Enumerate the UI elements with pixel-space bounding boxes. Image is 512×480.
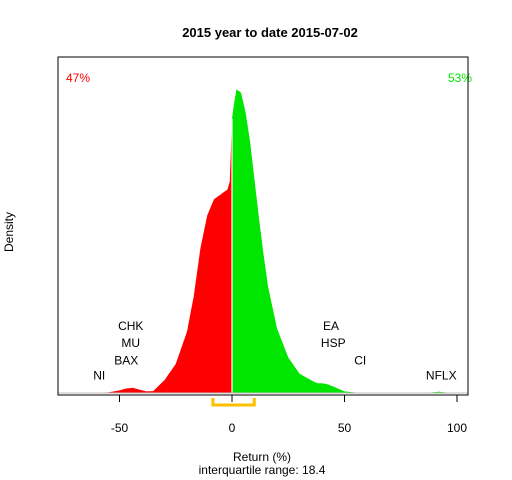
stock-label-mu: MU <box>121 336 140 350</box>
stock-label-ni: NI <box>93 368 105 382</box>
stock-label-nflx: NFLX <box>426 368 457 382</box>
iqr-bracket <box>211 398 256 407</box>
stock-labels: CHK MU BAX NI EA HSP CI NFLX <box>93 319 456 382</box>
stock-label-ea: EA <box>323 319 339 333</box>
negative-share-label: 47% <box>66 71 90 85</box>
stock-label-ci: CI <box>354 353 366 367</box>
x-tick-label: 100 <box>447 421 467 435</box>
plot-frame <box>57 56 469 396</box>
positive-share-label: 53% <box>448 71 472 85</box>
y-axis-label: Density <box>2 212 16 252</box>
chart-title: 2015 year to date 2015-07-02 <box>182 25 358 40</box>
x-tick-label: 50 <box>338 421 352 435</box>
x-axis: -50 0 50 100 <box>111 395 467 435</box>
x-axis-label: Return (%) <box>233 450 291 464</box>
x-tick-label: 0 <box>229 421 236 435</box>
x-tick-label: -50 <box>111 421 129 435</box>
positive-return-area <box>232 89 457 394</box>
density-areas <box>74 89 457 394</box>
iqr-subtitle: interquartile range: 18.4 <box>199 463 326 477</box>
negative-return-area <box>74 118 232 394</box>
stock-label-hsp: HSP <box>321 336 346 350</box>
iqr-bracket-line <box>211 398 256 407</box>
stock-label-chk: CHK <box>118 319 143 333</box>
stock-label-bax: BAX <box>114 353 138 367</box>
